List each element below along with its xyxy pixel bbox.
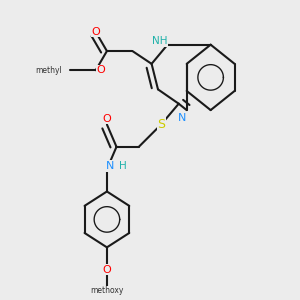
- Text: O: O: [96, 65, 105, 75]
- Text: methyl: methyl: [35, 66, 62, 75]
- Text: O: O: [103, 114, 111, 124]
- Text: O: O: [103, 265, 111, 275]
- Text: methoxy: methoxy: [90, 286, 124, 295]
- Text: N: N: [178, 113, 186, 123]
- Text: O: O: [92, 27, 100, 37]
- Text: H: H: [119, 161, 127, 171]
- Text: NH: NH: [152, 37, 167, 46]
- Text: N: N: [106, 161, 114, 171]
- Text: S: S: [157, 118, 165, 131]
